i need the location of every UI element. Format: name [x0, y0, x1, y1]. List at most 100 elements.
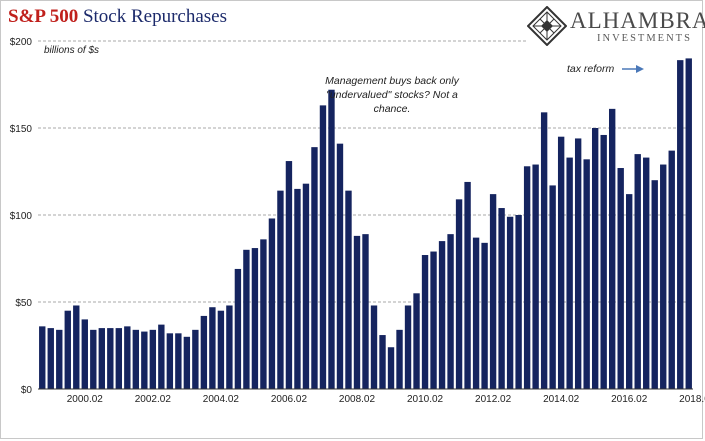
x-tick-label: 2016.02 — [611, 394, 648, 405]
bar — [328, 89, 335, 389]
title-part-1: S&P 500 — [8, 6, 79, 27]
bar — [90, 329, 97, 389]
bar — [302, 183, 310, 389]
bar — [81, 319, 88, 389]
bar — [311, 147, 318, 389]
annotation-buyback: Management buys back only "undervalued" … — [325, 75, 459, 115]
bar — [608, 108, 616, 390]
bar — [149, 329, 157, 389]
bar — [481, 242, 488, 389]
bar — [124, 326, 131, 389]
bar — [200, 315, 208, 389]
bar — [617, 168, 624, 389]
logo-name: ALHAMBRA — [570, 8, 705, 33]
bar — [379, 335, 386, 389]
bar — [73, 305, 80, 389]
bar — [447, 234, 454, 389]
bar — [285, 161, 293, 389]
alhambra-logo: ALHAMBRA INVESTMENTS — [526, 5, 705, 48]
bar — [217, 310, 225, 389]
bar — [600, 134, 607, 389]
bar — [319, 105, 327, 389]
bar — [175, 333, 182, 389]
bar — [651, 180, 658, 389]
bar — [677, 60, 684, 389]
bar — [294, 188, 301, 389]
bar — [421, 255, 429, 389]
x-tick-label: 2018.02 — [679, 394, 705, 405]
bar — [370, 305, 378, 389]
bar — [183, 336, 191, 389]
bar — [583, 159, 590, 389]
bar — [566, 157, 573, 389]
bar — [523, 166, 531, 389]
annotation-tax-reform: tax reform — [567, 63, 615, 75]
x-tick-label: 2000.02 — [67, 394, 104, 405]
y-tick-label: $0 — [21, 385, 33, 396]
bar — [234, 268, 242, 389]
y-tick-label: $150 — [10, 124, 33, 135]
bar — [643, 157, 650, 389]
diamond-logo-icon — [526, 5, 568, 47]
bar — [64, 310, 71, 389]
bar — [226, 305, 233, 389]
bar — [396, 329, 403, 389]
bar — [591, 128, 599, 389]
bar — [192, 329, 199, 389]
y-tick-label: $100 — [10, 211, 33, 222]
x-tick-label: 2008.02 — [339, 394, 376, 405]
tax-reform-arrow — [622, 65, 644, 73]
bar — [268, 218, 276, 389]
bar — [132, 329, 140, 389]
bar — [438, 241, 446, 389]
x-tick-label: 2014.02 — [543, 394, 580, 405]
bar — [243, 249, 250, 389]
bar — [574, 138, 582, 389]
title-part-2: Stock Repurchases — [82, 6, 228, 27]
bar — [489, 194, 497, 389]
bar — [251, 248, 259, 389]
bar — [668, 150, 675, 389]
bar — [498, 208, 505, 389]
bar — [413, 293, 420, 389]
bar — [634, 154, 641, 389]
bar — [336, 143, 344, 389]
bar — [549, 185, 556, 389]
logo-subtitle: INVESTMENTS — [597, 33, 692, 44]
bar — [404, 305, 412, 389]
x-axis-ticks: 2000.02 2002.02 2004.02 2006.02 2008.02 2010.… — [67, 394, 705, 405]
bar — [532, 164, 539, 389]
bar — [515, 215, 522, 389]
bar — [98, 328, 105, 389]
x-tick-label: 2006.02 — [271, 394, 308, 405]
bar — [166, 333, 174, 389]
bar — [430, 251, 437, 389]
bar — [158, 324, 165, 389]
bar — [260, 239, 267, 389]
y-axis-ticks: $0 $50 $100 $150 $200 — [10, 37, 33, 396]
bar — [557, 136, 565, 389]
chart-title: S&P 500 Stock Repurchases — [8, 6, 227, 28]
y-axis-label: billions of $s — [44, 45, 100, 56]
bar — [455, 199, 463, 389]
x-tick-label: 2012.02 — [475, 394, 512, 405]
x-tick-label: 2002.02 — [135, 394, 172, 405]
bar — [626, 194, 633, 389]
y-tick-label: $50 — [15, 298, 32, 309]
bar — [209, 307, 216, 389]
bar — [277, 190, 284, 389]
bar — [115, 328, 123, 389]
bar — [353, 235, 361, 389]
bar — [464, 181, 471, 389]
bar — [39, 326, 46, 389]
bar — [107, 328, 114, 389]
bar — [506, 216, 514, 389]
bar — [141, 331, 148, 389]
bar — [362, 234, 369, 389]
y-tick-label: $200 — [10, 37, 33, 48]
bar — [472, 237, 480, 389]
bar — [540, 112, 548, 389]
bar — [685, 58, 692, 390]
